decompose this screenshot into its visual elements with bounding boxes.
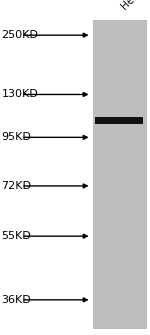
Text: 72KD: 72KD xyxy=(2,181,31,191)
Text: 95KD: 95KD xyxy=(2,132,31,142)
Text: Hela: Hela xyxy=(119,0,143,12)
Text: 55KD: 55KD xyxy=(2,231,31,241)
Bar xyxy=(95,117,143,124)
Bar xyxy=(93,20,146,328)
Text: 250KD: 250KD xyxy=(2,30,38,40)
Text: 130KD: 130KD xyxy=(2,89,38,99)
Text: 36KD: 36KD xyxy=(2,295,31,305)
